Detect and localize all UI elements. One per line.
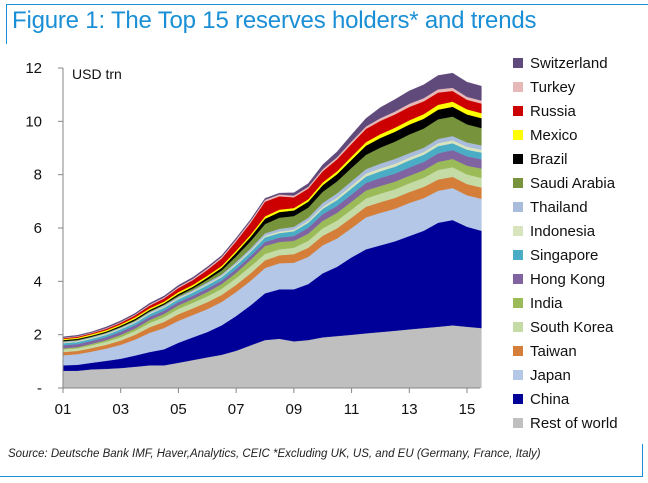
legend-label: Turkey bbox=[530, 78, 576, 96]
legend-item-thailand: Thailand bbox=[513, 195, 618, 219]
y-tick-label: 4 bbox=[34, 273, 42, 290]
legend-item-south-korea: South Korea bbox=[513, 315, 618, 339]
figure-frame-bottom bbox=[0, 476, 643, 477]
legend-label: Mexico bbox=[530, 126, 578, 144]
legend: Switzerland Turkey Russia Mexico Brazil Saudi… bbox=[513, 51, 618, 435]
legend-label: South Korea bbox=[530, 318, 614, 336]
legend-item-rest-of-world: Rest of world bbox=[513, 411, 618, 435]
legend-label: Russia bbox=[530, 102, 576, 120]
y-tick-label: 6 bbox=[34, 220, 42, 237]
legend-swatch bbox=[513, 274, 523, 284]
legend-item-taiwan: Taiwan bbox=[513, 339, 618, 363]
axes: - 2 4 6 8 10 12 01 03 05 07 09 11 13 15 bbox=[25, 60, 480, 418]
legend-item-indonesia: Indonesia bbox=[513, 219, 618, 243]
x-tick-label: 15 bbox=[459, 401, 476, 418]
legend-swatch bbox=[513, 226, 523, 236]
legend-swatch bbox=[513, 154, 523, 164]
figure-frame-top bbox=[6, 4, 648, 5]
series-areas bbox=[62, 72, 482, 389]
legend-swatch bbox=[513, 418, 523, 428]
legend-swatch bbox=[513, 322, 523, 332]
figure-frame-right bbox=[642, 444, 643, 477]
figure-title: Figure 1: The Top 15 reserves holders* a… bbox=[12, 7, 537, 34]
legend-swatch bbox=[513, 250, 523, 260]
y-tick-label: 2 bbox=[34, 327, 42, 344]
legend-swatch bbox=[513, 82, 523, 92]
source-note: Source: Deutsche Bank IMF, Haver,Analyti… bbox=[8, 448, 541, 460]
y-tick-label: - bbox=[37, 380, 42, 397]
y-tick-label: 8 bbox=[34, 167, 42, 184]
legend-label: Taiwan bbox=[530, 342, 577, 360]
x-tick-label: 09 bbox=[286, 401, 303, 418]
legend-swatch bbox=[513, 106, 523, 116]
legend-label: Rest of world bbox=[530, 414, 618, 432]
legend-swatch bbox=[513, 394, 523, 404]
legend-item-china: China bbox=[513, 387, 618, 411]
x-tick-label: 13 bbox=[401, 401, 418, 418]
x-tick-label: 03 bbox=[112, 401, 129, 418]
legend-item-switzerland: Switzerland bbox=[513, 51, 618, 75]
legend-label: Hong Kong bbox=[530, 270, 606, 288]
legend-label: Japan bbox=[530, 366, 571, 384]
legend-label: Indonesia bbox=[530, 222, 596, 240]
x-tick-label: 11 bbox=[344, 401, 360, 418]
legend-item-japan: Japan bbox=[513, 363, 618, 387]
legend-item-india: India bbox=[513, 291, 618, 315]
x-tick-label: 01 bbox=[55, 401, 72, 418]
legend-label: Thailand bbox=[530, 198, 588, 216]
legend-item-brazil: Brazil bbox=[513, 147, 618, 171]
figure-frame-left bbox=[6, 4, 7, 44]
series-area-switzerland bbox=[62, 72, 482, 338]
legend-swatch bbox=[513, 58, 523, 68]
legend-swatch bbox=[513, 178, 523, 188]
legend-item-hong-kong: Hong Kong bbox=[513, 267, 618, 291]
legend-item-singapore: Singapore bbox=[513, 243, 618, 267]
legend-item-saudi-arabia: Saudi Arabia bbox=[513, 171, 618, 195]
legend-item-russia: Russia bbox=[513, 99, 618, 123]
legend-label: Brazil bbox=[530, 150, 568, 168]
legend-swatch bbox=[513, 298, 523, 308]
stacked-area-chart: - 2 4 6 8 10 12 01 03 05 07 09 11 13 15 USD trn bbox=[25, 60, 482, 418]
y-tick-label: 10 bbox=[25, 113, 42, 130]
legend-label: Saudi Arabia bbox=[530, 174, 616, 192]
y-axis-unit-label: USD trn bbox=[72, 66, 122, 82]
legend-item-turkey: Turkey bbox=[513, 75, 618, 99]
legend-swatch bbox=[513, 130, 523, 140]
legend-swatch bbox=[513, 370, 523, 380]
y-tick-label: 12 bbox=[25, 60, 42, 77]
x-tick-label: 05 bbox=[170, 401, 187, 418]
legend-label: China bbox=[530, 390, 570, 408]
legend-label: Switzerland bbox=[530, 54, 608, 72]
legend-swatch bbox=[513, 202, 523, 212]
legend-item-mexico: Mexico bbox=[513, 123, 618, 147]
legend-swatch bbox=[513, 346, 523, 356]
legend-label: Singapore bbox=[530, 246, 599, 264]
legend-label: India bbox=[530, 294, 563, 312]
x-tick-label: 07 bbox=[228, 401, 245, 418]
